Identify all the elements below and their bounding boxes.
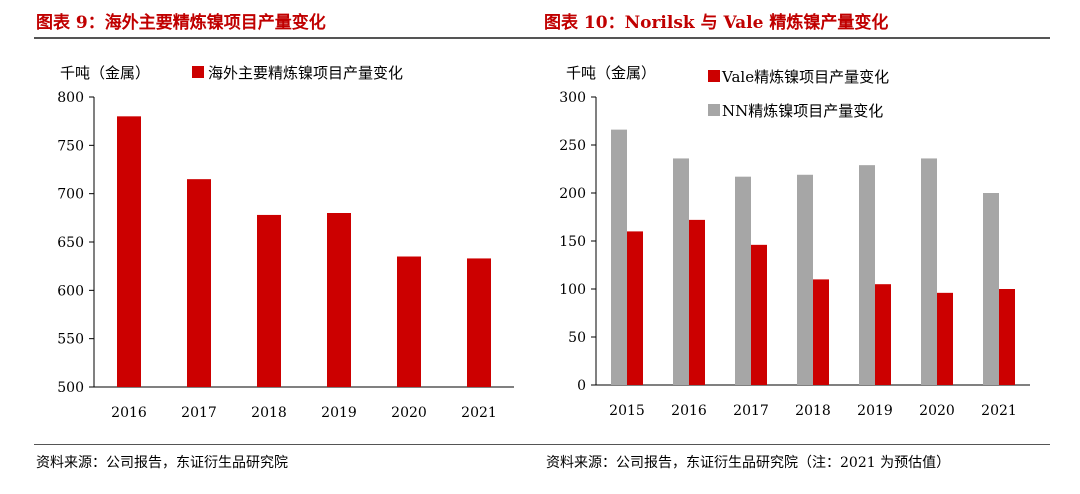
bar-NN精炼镍项目产量变化-2015 — [611, 129, 627, 385]
y-tick-label: 300 — [559, 90, 586, 106]
y-tick-label: 650 — [57, 235, 84, 251]
bar-Vale精炼镍项目产量变化-2018 — [813, 279, 829, 385]
legend-swatch-vale — [708, 70, 720, 82]
bar-Vale精炼镍项目产量变化-2015 — [627, 231, 643, 385]
figure-10-source: 资料来源：公司报告，东证衍生品研究院（注：2021 为预估值） — [546, 455, 951, 471]
bottom-divider — [34, 444, 1050, 445]
y-tick-label: 100 — [559, 282, 586, 298]
bar-海外主要精炼镍项目产量变化-2019 — [327, 213, 351, 387]
legend-label-vale: Vale精炼镍项目产量变化 — [721, 68, 889, 86]
y-tick-label: 600 — [57, 283, 84, 299]
bar-海外主要精炼镍项目产量变化-2016 — [117, 116, 141, 387]
x-tick-label: 2016 — [671, 403, 707, 419]
bar-NN精炼镍项目产量变化-2017 — [735, 176, 751, 385]
bar-NN精炼镍项目产量变化-2018 — [797, 174, 813, 385]
x-tick-label: 2021 — [981, 403, 1017, 419]
legend-label: 海外主要精炼镍项目产量变化 — [208, 64, 403, 82]
y-tick-label: 800 — [57, 90, 84, 106]
y-tick-label: 700 — [57, 187, 84, 203]
figure-9-title: 图表 9：海外主要精炼镍项目产量变化 — [36, 13, 326, 33]
bar-Vale精炼镍项目产量变化-2016 — [689, 219, 705, 385]
x-tick-label: 2015 — [609, 403, 645, 419]
x-tick-label: 2020 — [919, 403, 955, 419]
bar-Vale精炼镍项目产量变化-2020 — [937, 292, 953, 385]
y-tick-label: 200 — [559, 186, 586, 202]
y-tick-label: 150 — [559, 234, 586, 250]
bar-海外主要精炼镍项目产量变化-2017 — [187, 179, 211, 387]
y-axis-unit-label: 千吨（金属） — [566, 64, 656, 82]
bar-NN精炼镍项目产量变化-2016 — [673, 158, 689, 385]
y-axis-unit-label: 千吨（金属） — [60, 64, 150, 82]
figure-10-title: 图表 10：Norilsk 与 Vale 精炼镍产量变化 — [544, 13, 889, 33]
x-tick-label: 2017 — [733, 403, 769, 419]
bar-NN精炼镍项目产量变化-2019 — [859, 165, 875, 385]
top-divider — [34, 37, 1050, 39]
x-tick-label: 2021 — [461, 405, 497, 421]
bar-海外主要精炼镍项目产量变化-2020 — [397, 256, 421, 387]
bar-NN精炼镍项目产量变化-2020 — [921, 158, 937, 385]
bar-Vale精炼镍项目产量变化-2017 — [751, 244, 767, 385]
x-tick-label: 2018 — [795, 403, 831, 419]
y-tick-label: 250 — [559, 138, 586, 154]
y-tick-label: 500 — [57, 380, 84, 396]
y-tick-label: 550 — [57, 332, 84, 348]
legend-label-nn: NN精炼镍项目产量变化 — [722, 102, 883, 120]
chart-figure-9: 千吨（金属） 海外主要精炼镍项目产量变化 500 550 600 650 700 750 8… — [57, 64, 514, 421]
y-tick-label: 0 — [577, 378, 586, 394]
x-tick-label: 2019 — [321, 405, 357, 421]
bar-NN精炼镍项目产量变化-2021 — [983, 193, 999, 385]
x-tick-label: 2016 — [111, 405, 147, 421]
x-tick-label: 2017 — [181, 405, 217, 421]
bar-Vale精炼镍项目产量变化-2019 — [875, 284, 891, 385]
y-tick-label: 50 — [568, 330, 586, 346]
bar-Vale精炼镍项目产量变化-2021 — [999, 289, 1015, 385]
chart-figure-10: 千吨（金属） Vale精炼镍项目产量变化 NN精炼镍项目产量变化 0 50 100 1… — [559, 64, 1030, 419]
figure-9-source: 资料来源：公司报告，东证衍生品研究院 — [36, 455, 288, 471]
legend-swatch — [192, 66, 204, 78]
x-tick-label: 2020 — [391, 405, 427, 421]
x-tick-label: 2019 — [857, 403, 893, 419]
bar-海外主要精炼镍项目产量变化-2018 — [257, 214, 281, 387]
legend-swatch-nn — [708, 104, 720, 116]
y-tick-label: 750 — [57, 138, 84, 154]
x-tick-label: 2018 — [251, 405, 287, 421]
bar-海外主要精炼镍项目产量变化-2021 — [467, 258, 491, 387]
